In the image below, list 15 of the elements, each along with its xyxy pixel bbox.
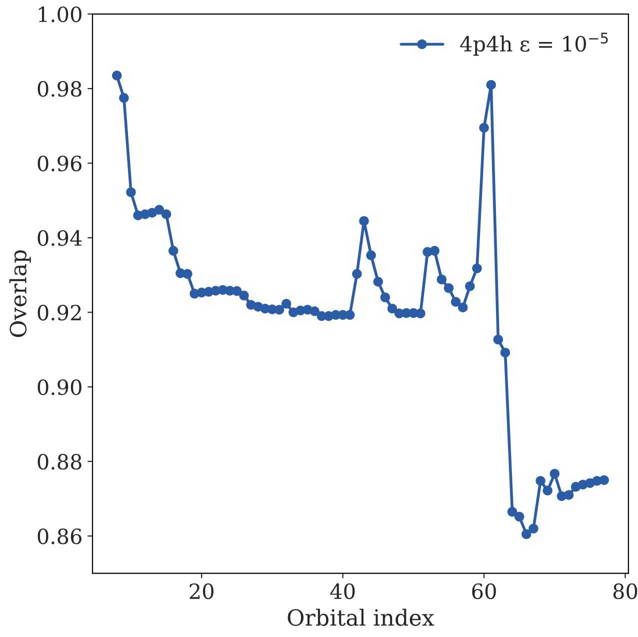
- y-tick-label: 0.88: [38, 454, 82, 470]
- x-tick-label: 80: [613, 583, 638, 600]
- y-tick-label: 1.00: [38, 6, 82, 22]
- y-tick-label: 0.92: [38, 304, 81, 321]
- x-axis-title: Orbital index: [288, 608, 434, 626]
- y-tick-label: 0.98: [38, 81, 82, 97]
- y-tick-label: 0.94: [38, 230, 82, 246]
- y-axis-title: Overlap: [9, 250, 31, 337]
- y-tick-label: 0.96: [38, 156, 82, 172]
- y-tick-label: 0.90: [38, 379, 82, 396]
- y-tick-label: 0.86: [38, 528, 82, 544]
- legend-label: 4p4h ε = 10$^{−5}$: [460, 32, 608, 56]
- x-tick-label: 60: [472, 583, 496, 600]
- x-tick-label: 40: [330, 583, 355, 600]
- x-tick-label: 20: [190, 583, 214, 600]
